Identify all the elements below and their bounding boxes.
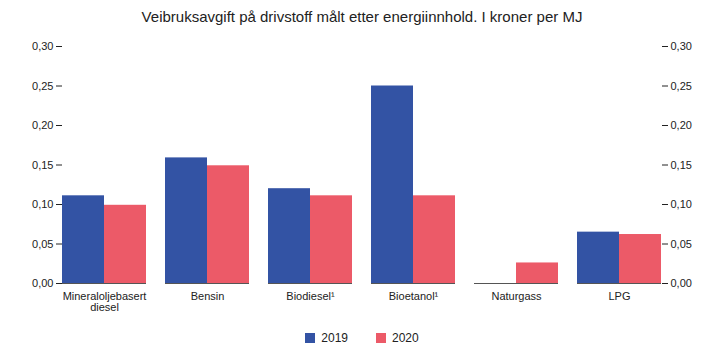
svg-text:Bioetanol¹: Bioetanol¹ [389, 290, 439, 302]
svg-text:Mineraloljebasertdiesel: Mineraloljebasertdiesel [63, 290, 147, 313]
svg-text:0,05: 0,05 [671, 238, 692, 250]
svg-text:0,10: 0,10 [32, 198, 53, 210]
html-text:2020: 2020 [392, 331, 419, 345]
html-text:Veibruksavgift på drivstoff må: Veibruksavgift på drivstoff målt etter e… [141, 8, 583, 25]
svg-text:0,00: 0,00 [671, 277, 692, 289]
svg-text:Bensin: Bensin [191, 290, 225, 302]
svg-text:0,00: 0,00 [32, 277, 53, 289]
svg-text:LPG: LPG [608, 290, 630, 302]
svg-text:0,30: 0,30 [671, 40, 692, 52]
svg-text:0,20: 0,20 [32, 119, 53, 131]
svg-text:0,25: 0,25 [671, 80, 692, 92]
html-text:2019: 2019 [321, 331, 348, 345]
svg-text:0,25: 0,25 [32, 80, 53, 92]
svg-text:0,10: 0,10 [671, 198, 692, 210]
svg-text:0,15: 0,15 [32, 159, 53, 171]
svg-text:0,20: 0,20 [671, 119, 692, 131]
svg-text:Naturgass: Naturgass [491, 290, 542, 302]
svg-text:0,30: 0,30 [32, 40, 53, 52]
svg-text:Biodiesel¹: Biodiesel¹ [286, 290, 335, 302]
svg-text:0,05: 0,05 [32, 238, 53, 250]
svg-text:0,15: 0,15 [671, 159, 692, 171]
